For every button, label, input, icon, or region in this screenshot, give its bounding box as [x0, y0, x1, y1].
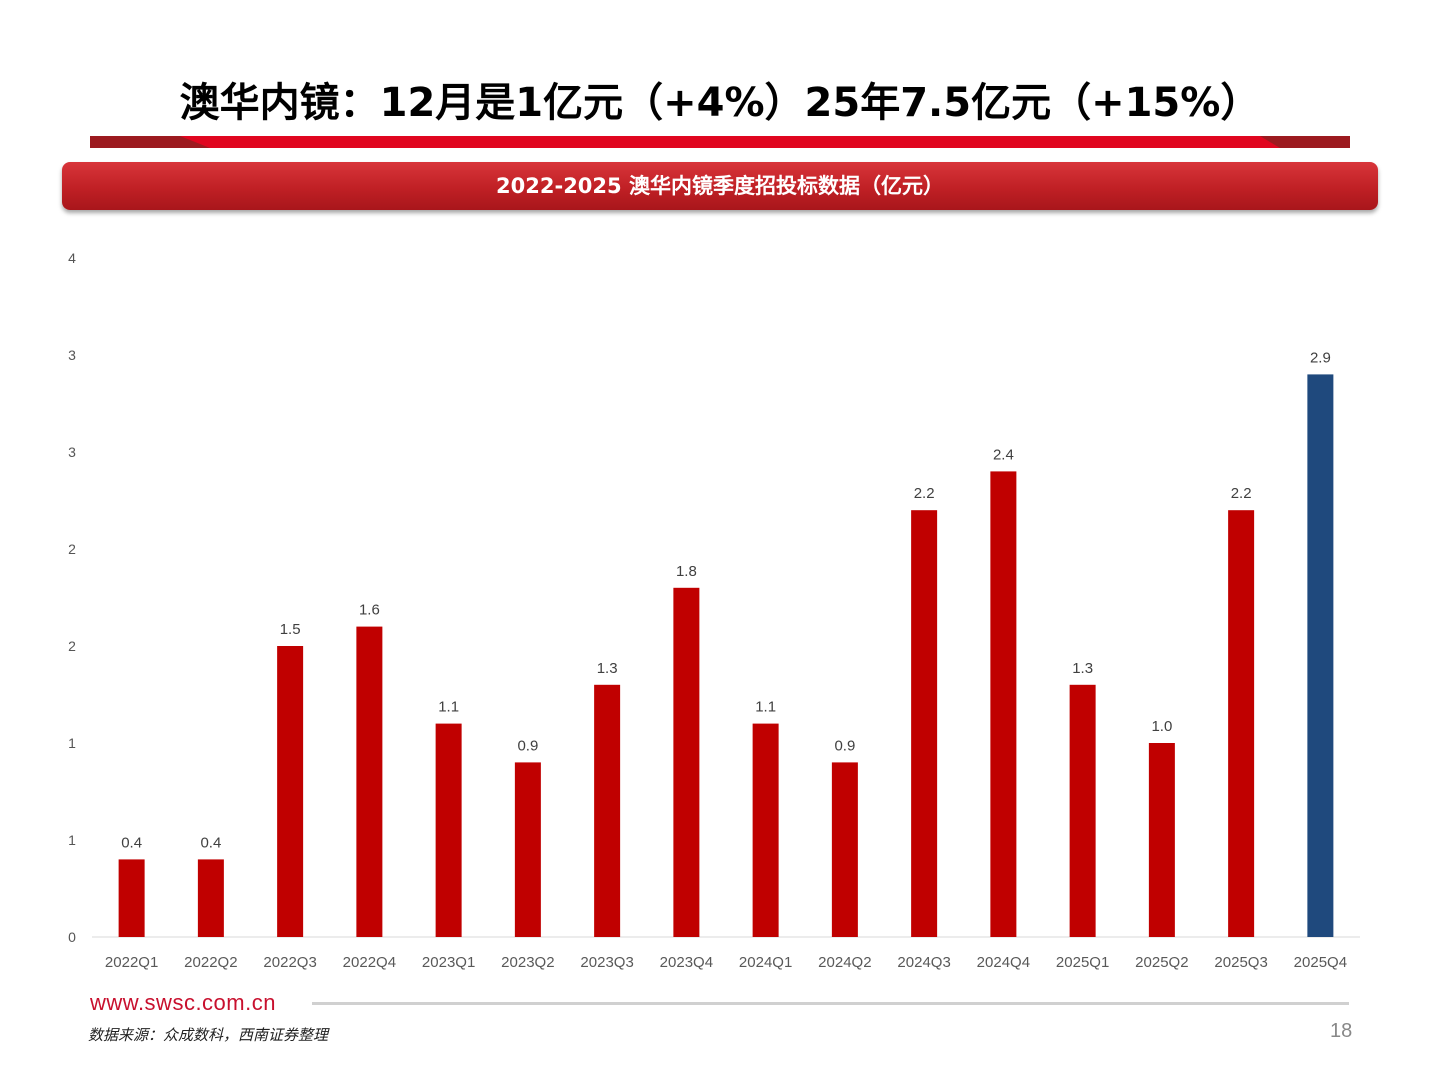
data-label: 0.4: [121, 834, 142, 851]
x-tick-label: 2022Q3: [263, 954, 316, 971]
y-tick-label: 1: [68, 832, 76, 848]
x-tick-label: 2025Q1: [1056, 954, 1109, 971]
data-label: 2.9: [1310, 349, 1331, 366]
x-tick-label: 2024Q4: [977, 954, 1030, 971]
bar: [831, 762, 858, 937]
x-tick-label: 2023Q2: [501, 954, 554, 971]
page-title: 澳华内镜：12月是1亿元（+4%）25年7.5亿元（+15%）: [179, 80, 1261, 126]
bar: [673, 587, 700, 937]
data-label: 0.9: [517, 737, 538, 754]
y-tick-label: 0: [68, 929, 76, 945]
data-label: 2.2: [914, 485, 935, 502]
bar: [1069, 684, 1096, 937]
data-label: 2.2: [1231, 485, 1252, 502]
x-tick-label: 2023Q4: [660, 954, 713, 971]
bar: [118, 859, 145, 937]
y-tick-label: 3: [68, 347, 76, 363]
x-tick-label: 2024Q1: [739, 954, 792, 971]
x-tick-label: 2022Q1: [105, 954, 158, 971]
y-tick-label: 2: [68, 638, 76, 654]
data-label: 1.3: [1072, 660, 1093, 677]
data-label: 1.3: [597, 660, 618, 677]
data-label: 1.1: [755, 699, 776, 716]
bar: [1307, 374, 1334, 937]
x-tick-label: 2025Q2: [1135, 954, 1188, 971]
title-underline: [90, 136, 1350, 148]
bar: [1148, 743, 1175, 937]
website-link[interactable]: www.swsc.com.cn: [90, 990, 276, 1015]
x-tick-label: 2024Q3: [897, 954, 950, 971]
bar: [356, 626, 383, 937]
data-source: 数据来源：众成数科，西南证券整理: [88, 1026, 329, 1044]
footer-divider: [312, 1002, 1349, 1005]
data-label: 1.1: [438, 699, 459, 716]
data-label: 1.5: [280, 621, 301, 638]
x-tick-label: 2024Q2: [818, 954, 871, 971]
y-tick-label: 3: [68, 444, 76, 460]
data-label: 0.9: [834, 737, 855, 754]
bar: [752, 723, 779, 937]
x-tick-label: 2023Q1: [422, 954, 475, 971]
data-label: 1.6: [359, 602, 380, 619]
bar: [277, 646, 304, 937]
bar: [911, 510, 938, 937]
data-label: 1.0: [1151, 718, 1172, 735]
y-tick-label: 1: [68, 735, 76, 751]
data-label: 1.8: [676, 563, 697, 580]
chart-banner: 2022-2025 澳华内镜季度招投标数据（亿元）: [62, 162, 1378, 210]
x-tick-label: 2022Q2: [184, 954, 237, 971]
data-label: 0.4: [200, 834, 221, 851]
bar: [197, 859, 224, 937]
x-tick-label: 2023Q3: [580, 954, 633, 971]
page-number: 18: [1330, 1020, 1353, 1042]
x-tick-label: 2022Q4: [343, 954, 396, 971]
x-tick-label: 2025Q3: [1214, 954, 1267, 971]
y-tick-label: 2: [68, 541, 76, 557]
bar: [514, 762, 541, 937]
y-tick-label: 4: [68, 250, 76, 266]
bar: [1228, 510, 1255, 937]
bar: [435, 723, 462, 937]
x-tick-label: 2025Q4: [1294, 954, 1347, 971]
data-label: 2.4: [993, 446, 1014, 463]
bar: [990, 471, 1017, 937]
bar: [594, 684, 621, 937]
bar-chart: 0 1 1 2 2 3 3 4 0.4 2022Q1 0.4 2022Q2 1.5 2022Q3 1.6 20…: [68, 250, 1360, 971]
